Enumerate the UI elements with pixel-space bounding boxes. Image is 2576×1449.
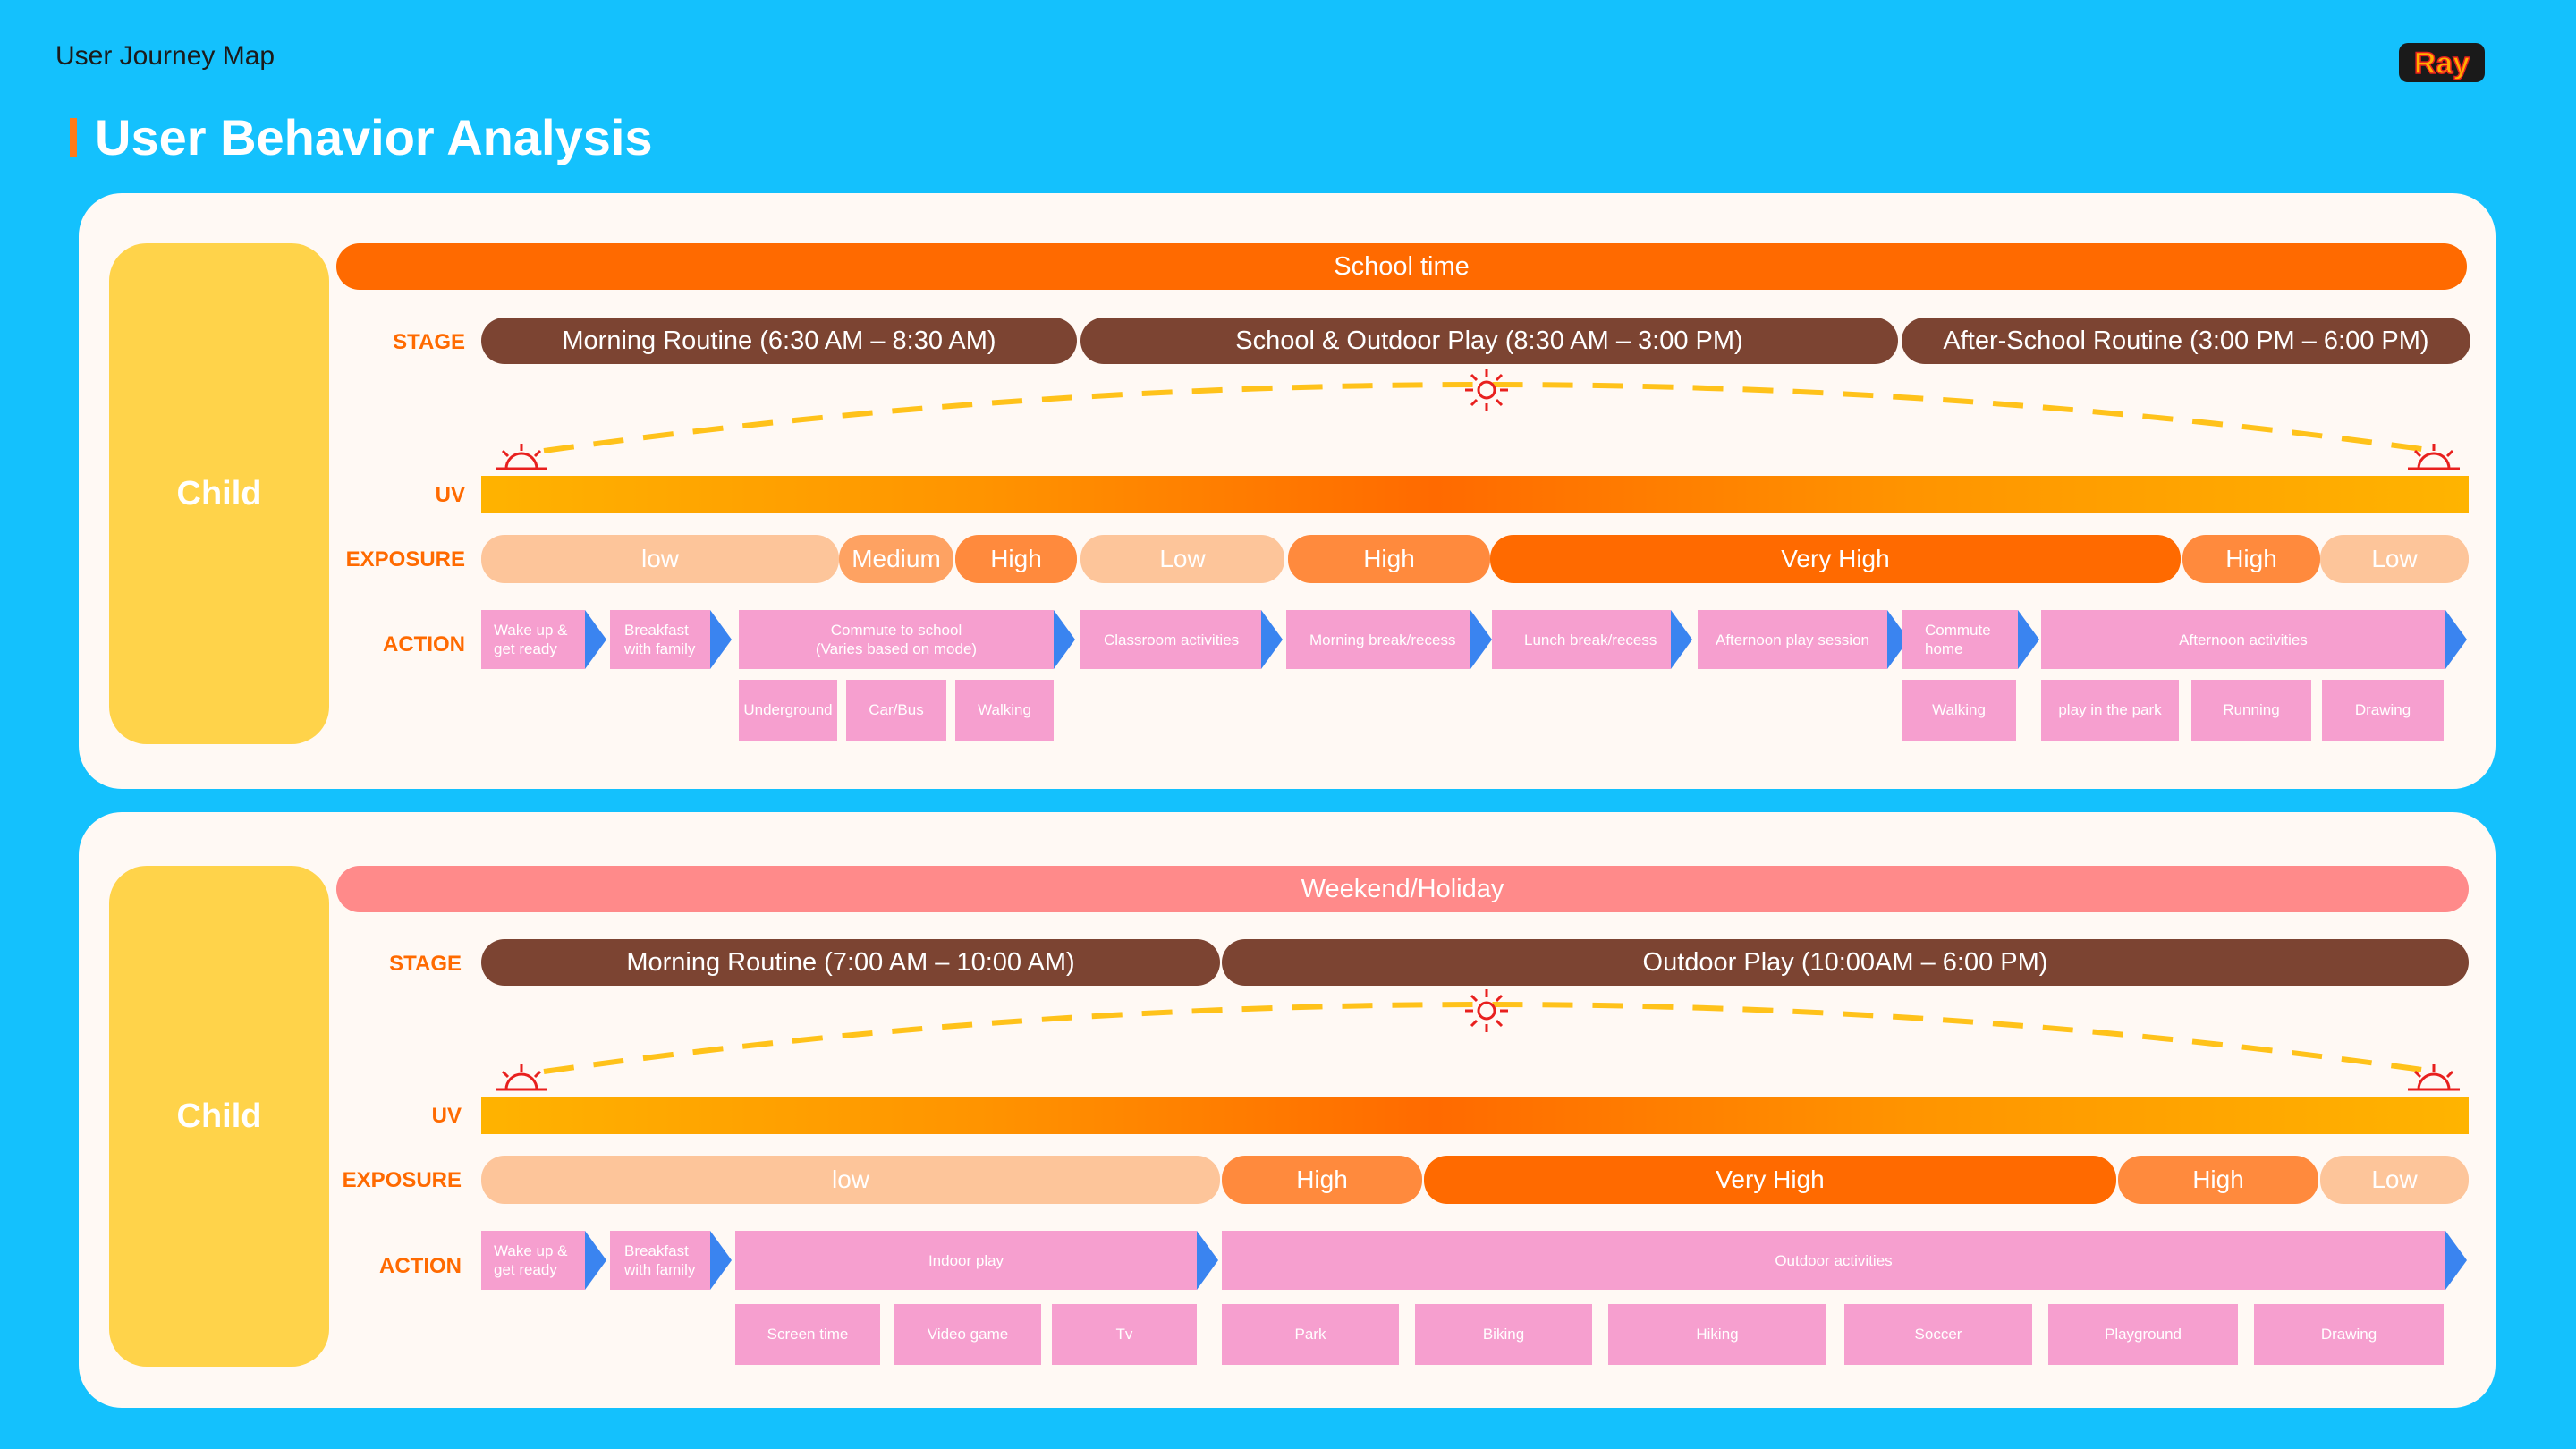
arrow-icon bbox=[2018, 610, 2039, 669]
arrow-icon bbox=[1261, 610, 1283, 669]
subaction-playground: Playground bbox=[2048, 1304, 2238, 1365]
action-label: Breakfast with family bbox=[624, 622, 696, 657]
label-exposure: EXPOSURE bbox=[345, 547, 465, 572]
banner-school-time: School time bbox=[336, 243, 2467, 290]
action-afternoon-activities: Afternoon activities bbox=[2041, 610, 2467, 669]
label-action: ACTION bbox=[383, 632, 465, 657]
arrow-icon bbox=[585, 1231, 606, 1290]
action-morning-break: Morning break/recess bbox=[1286, 610, 1492, 669]
action-indoor-play: Indoor play bbox=[735, 1231, 1218, 1290]
persona-child: Child bbox=[109, 866, 329, 1367]
exposure-low: Low bbox=[2320, 1156, 2469, 1204]
exposure-low: low bbox=[481, 535, 839, 583]
subaction-soccer: Soccer bbox=[1844, 1304, 2032, 1365]
action-breakfast: Breakfast with family bbox=[610, 1231, 732, 1290]
action-label: Classroom activities bbox=[1104, 631, 1240, 648]
action-breakfast: Breakfast with family bbox=[610, 610, 732, 669]
action-label: Indoor play bbox=[928, 1251, 1004, 1269]
uv-gradient-bar bbox=[481, 476, 2469, 513]
action-label: Wake up & get ready bbox=[494, 1242, 568, 1278]
action-wake-up: Wake up & get ready bbox=[481, 610, 606, 669]
label-action: ACTION bbox=[379, 1254, 462, 1278]
ray-logo: Ray bbox=[2399, 43, 2485, 82]
subaction-biking: Biking bbox=[1415, 1304, 1592, 1365]
arrow-icon bbox=[1470, 610, 1492, 669]
subaction-screen-time: Screen time bbox=[735, 1304, 880, 1365]
exposure-high: High bbox=[2182, 535, 2320, 583]
sunrise-icon bbox=[496, 444, 547, 470]
arrow-icon bbox=[2445, 1231, 2467, 1290]
arrow-icon bbox=[1671, 610, 1692, 669]
subaction-drawing: Drawing bbox=[2254, 1304, 2444, 1365]
label-stage: STAGE bbox=[389, 952, 462, 976]
action-label: Commute home bbox=[1925, 622, 1991, 657]
subaction-tv: Tv bbox=[1052, 1304, 1197, 1365]
exposure-low: low bbox=[481, 1156, 1220, 1204]
stage-outdoor-play: Outdoor Play (10:00AM – 6:00 PM) bbox=[1222, 939, 2469, 986]
sunset-icon bbox=[2408, 1064, 2460, 1091]
action-wake-up: Wake up & get ready bbox=[481, 1231, 606, 1290]
action-label: Breakfast with family bbox=[624, 1242, 696, 1278]
uv-gradient-bar bbox=[481, 1097, 2469, 1134]
svg-text:Ray: Ray bbox=[2414, 47, 2470, 80]
action-label-line: (Varies based on mode) bbox=[815, 640, 978, 657]
page-subtitle: User Journey Map bbox=[55, 41, 275, 71]
action-label: Afternoon play session bbox=[1716, 631, 1869, 648]
action-label: Lunch break/recess bbox=[1524, 631, 1657, 648]
arrow-icon bbox=[710, 610, 732, 669]
stage-morning-routine: Morning Routine (7:00 AM – 10:00 AM) bbox=[481, 939, 1220, 986]
banner-weekend-holiday: Weekend/Holiday bbox=[336, 866, 2469, 912]
arrow-icon bbox=[585, 610, 606, 669]
action-outdoor-activities: Outdoor activities bbox=[1222, 1231, 2467, 1290]
subaction-running: Running bbox=[2191, 680, 2311, 741]
exposure-high: High bbox=[1288, 535, 1490, 583]
action-label: Afternoon activities bbox=[2179, 631, 2308, 648]
action-commute-home: Commute home bbox=[1902, 610, 2039, 669]
action-afternoon-play: Afternoon play session bbox=[1698, 610, 1909, 669]
stage-after-school: After-School Routine (3:00 PM – 6:00 PM) bbox=[1902, 318, 2470, 364]
exposure-very-high: Very High bbox=[1424, 1156, 2116, 1204]
sunset-icon bbox=[2408, 444, 2460, 470]
stage-school-outdoor-play: School & Outdoor Play (8:30 AM – 3:00 PM… bbox=[1080, 318, 1898, 364]
title-accent-bar bbox=[70, 118, 77, 157]
action-label: Outdoor activities bbox=[1775, 1251, 1893, 1269]
label-uv: UV bbox=[431, 1104, 462, 1128]
exposure-low: Low bbox=[1080, 535, 1284, 583]
action-commute-school: Commute to school (Varies based on mode) bbox=[739, 610, 1075, 669]
action-lunch-break: Lunch break/recess bbox=[1492, 610, 1692, 669]
arrow-icon bbox=[1054, 610, 1075, 669]
page-title: User Behavior Analysis bbox=[95, 109, 653, 165]
exposure-high: High bbox=[1222, 1156, 1422, 1204]
action-label: Wake up & get ready bbox=[494, 622, 568, 657]
subaction-walking: Walking bbox=[955, 680, 1054, 741]
action-classroom: Classroom activities bbox=[1080, 610, 1283, 669]
exposure-high: High bbox=[955, 535, 1077, 583]
arrow-icon bbox=[2445, 610, 2467, 669]
sunrise-icon bbox=[496, 1064, 547, 1091]
stage-morning-routine: Morning Routine (6:30 AM – 8:30 AM) bbox=[481, 318, 1077, 364]
persona-child: Child bbox=[109, 243, 329, 744]
subaction-drawing: Drawing bbox=[2322, 680, 2444, 741]
exposure-very-high: Very High bbox=[1490, 535, 2181, 583]
action-label: Morning break/recess bbox=[1309, 631, 1456, 648]
exposure-medium: Medium bbox=[839, 535, 953, 583]
subaction-walking: Walking bbox=[1902, 680, 2016, 741]
subaction-play-in-park: play in the park bbox=[2041, 680, 2179, 741]
subaction-park: Park bbox=[1222, 1304, 1399, 1365]
exposure-high: High bbox=[2118, 1156, 2318, 1204]
arrow-icon bbox=[710, 1231, 732, 1290]
label-exposure: EXPOSURE bbox=[342, 1168, 462, 1192]
subaction-hiking: Hiking bbox=[1608, 1304, 1826, 1365]
exposure-low: Low bbox=[2320, 535, 2469, 583]
label-uv: UV bbox=[435, 483, 465, 507]
sun-icon bbox=[1465, 989, 1508, 1032]
action-label: Commute to school (Varies based on mode) bbox=[739, 610, 1054, 669]
sun-icon bbox=[1465, 369, 1508, 411]
subaction-video-game: Video game bbox=[894, 1304, 1041, 1365]
action-label-line: Commute to school bbox=[830, 622, 962, 639]
subaction-underground: Underground bbox=[739, 680, 837, 741]
arrow-icon bbox=[1197, 1231, 1218, 1290]
label-stage: STAGE bbox=[393, 330, 465, 354]
subaction-car-bus: Car/Bus bbox=[846, 680, 946, 741]
